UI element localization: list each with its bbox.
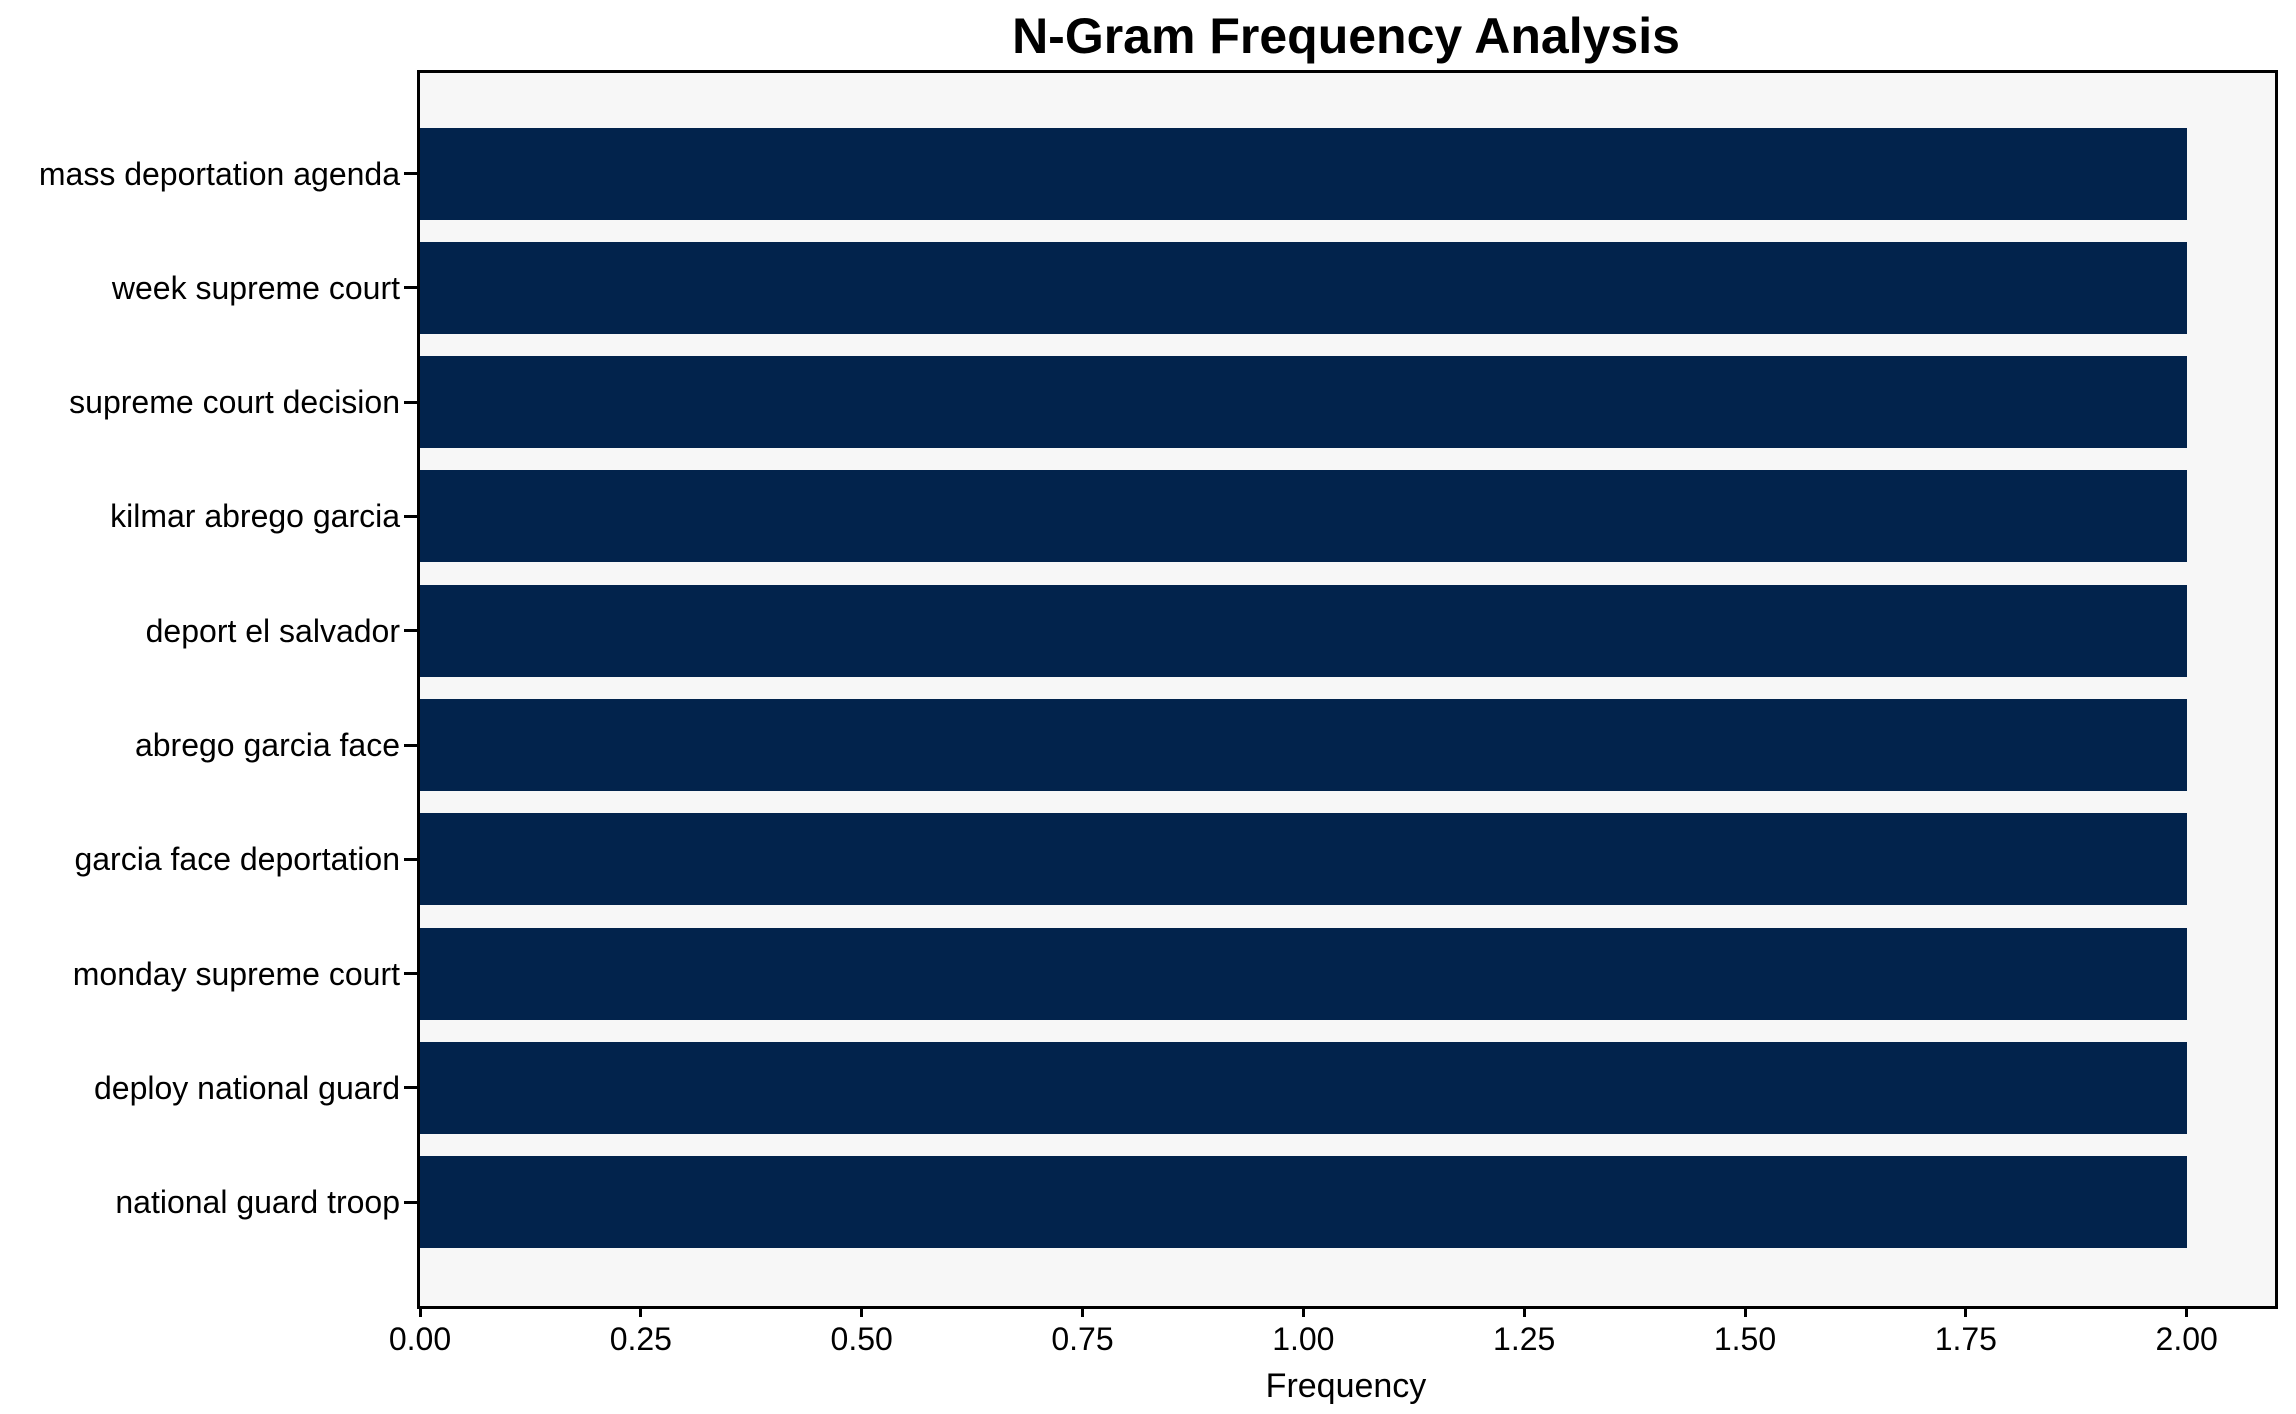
bar	[420, 699, 2187, 791]
x-tick-label: 1.50	[1713, 1321, 1777, 1357]
y-tick-label: monday supreme court	[72, 955, 400, 992]
y-tick	[404, 629, 417, 633]
bar	[420, 927, 2187, 1020]
x-tick-label: 0.25	[609, 1321, 672, 1357]
x-tick	[1743, 1306, 1747, 1317]
y-tick-label: deploy national guard	[93, 1069, 400, 1106]
x-axis-label: Frequency	[1265, 1367, 1427, 1405]
y-tick-label: deport el salvador	[145, 612, 400, 649]
y-tick	[404, 514, 417, 518]
x-tick-label: 0.00	[388, 1321, 452, 1357]
bar	[420, 813, 2187, 906]
y-tick-label: supreme court decision	[69, 384, 400, 421]
x-tick-label: 0.50	[830, 1321, 893, 1357]
y-tick	[404, 857, 417, 861]
bar	[420, 1156, 2187, 1249]
x-tick-label: 1.00	[1272, 1321, 1335, 1357]
x-tick	[860, 1306, 864, 1317]
x-tick	[2185, 1306, 2189, 1317]
x-tick	[1081, 1306, 1084, 1317]
bar	[420, 470, 2187, 563]
x-tick	[1301, 1306, 1305, 1317]
y-tick-label: abrego garcia face	[134, 727, 400, 763]
y-tick	[404, 1086, 417, 1090]
y-tick	[404, 1200, 417, 1204]
y-tick	[404, 743, 417, 747]
bar	[420, 241, 2187, 334]
x-tick-label: 0.75	[1051, 1321, 1114, 1357]
y-tick	[404, 286, 417, 290]
y-tick-label: garcia face deportation	[74, 841, 400, 878]
y-tick	[404, 972, 417, 976]
plot-area	[417, 70, 2278, 1309]
y-tick-label: kilmar abrego garcia	[110, 498, 400, 535]
x-tick-label: 1.25	[1493, 1321, 1556, 1357]
y-tick	[404, 172, 417, 175]
y-tick-label: week supreme court	[111, 269, 400, 306]
x-tick-label: 2.00	[2155, 1321, 2218, 1357]
bar	[420, 584, 2187, 677]
x-tick-label: 1.75	[1934, 1321, 1997, 1357]
y-tick	[404, 400, 417, 404]
y-tick-label: mass deportation agenda	[38, 155, 400, 192]
x-tick	[1964, 1306, 1968, 1317]
bar	[420, 127, 2187, 220]
x-tick	[1522, 1306, 1526, 1317]
y-tick-label: national guard troop	[115, 1184, 400, 1221]
bar	[420, 1041, 2187, 1134]
chart-title: N-Gram Frequency Analysis	[1012, 8, 1680, 64]
x-tick	[418, 1306, 422, 1317]
bar	[420, 356, 2187, 449]
x-tick	[639, 1306, 643, 1317]
